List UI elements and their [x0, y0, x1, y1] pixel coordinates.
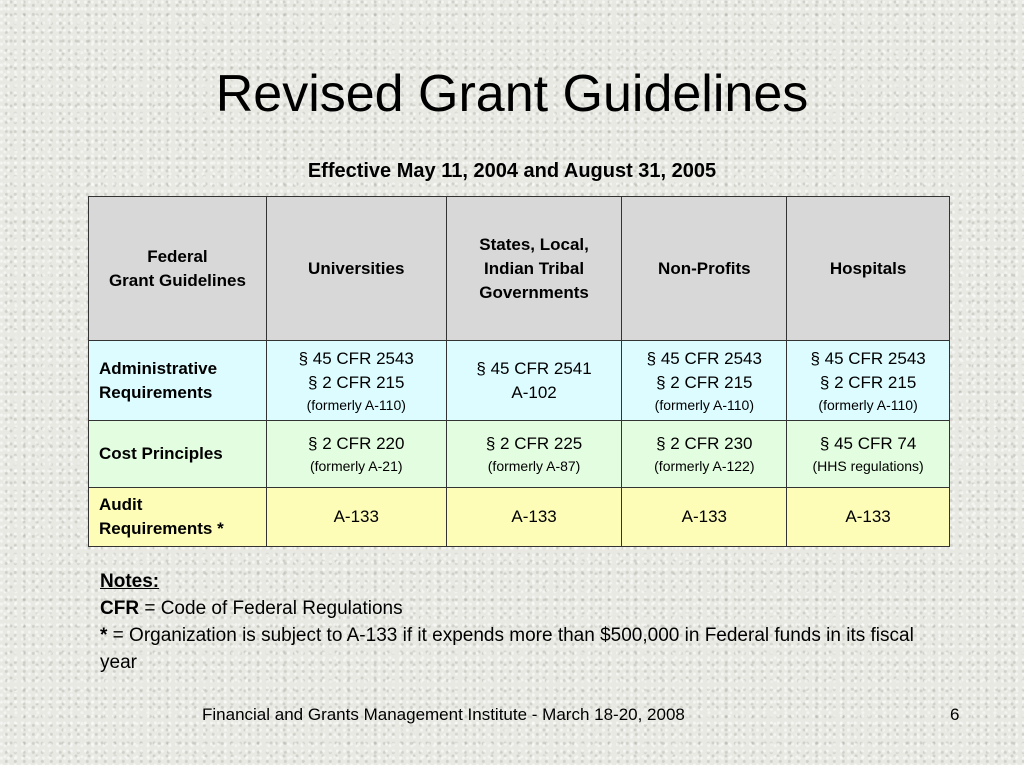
note-asterisk-definition: = Organization is subject to A-133 if it…: [100, 625, 914, 673]
table-header-row: Federal Grant Guidelines Universities St…: [88, 196, 950, 341]
row-label-administrative: Administrative Requirements: [88, 340, 267, 421]
note-asterisk: * = Organization is subject to A-133 if …: [100, 622, 940, 676]
notes-heading: Notes:: [100, 571, 160, 592]
header-cell-non-profits: Non-Profits: [621, 196, 788, 341]
cell-cost-hospitals: § 45 CFR 74 (HHS regulations): [786, 420, 950, 488]
row-label-audit: Audit Requirements *: [88, 487, 267, 547]
header-cell-hospitals: Hospitals: [786, 196, 950, 341]
cell-audit-universities: A-133: [265, 487, 447, 547]
header-cell-universities: Universities: [265, 196, 447, 341]
cell-cost-non-profits: § 2 CFR 230 (formerly A-122): [621, 420, 788, 488]
cell-cost-states: § 2 CFR 225 (formerly A-87): [445, 420, 623, 488]
note-cfr-term: CFR: [100, 598, 140, 619]
cell-cost-universities: § 2 CFR 220 (formerly A-21): [265, 420, 447, 488]
notes-section: Notes: CFR = Code of Federal Regulations…: [100, 568, 940, 676]
note-cfr-definition: = Code of Federal Regulations: [139, 598, 403, 619]
cell-audit-non-profits: A-133: [621, 487, 788, 547]
note-asterisk-term: *: [100, 625, 108, 646]
cell-audit-hospitals: A-133: [786, 487, 950, 547]
row-label-cost-principles: Cost Principles: [88, 420, 267, 488]
cell-admin-universities: § 45 CFR 2543 § 2 CFR 215 (formerly A-11…: [265, 340, 447, 421]
header-cell-states-local-tribal: States, Local, Indian Tribal Governments: [445, 196, 623, 341]
page-number: 6: [950, 705, 960, 724]
header-cell-federal-guidelines: Federal Grant Guidelines: [88, 196, 267, 341]
table-row-cost-principles: Cost Principles § 2 CFR 220 (formerly A-…: [88, 420, 950, 488]
note-cfr: CFR = Code of Federal Regulations: [100, 595, 940, 622]
cell-admin-non-profits: § 45 CFR 2543 § 2 CFR 215 (formerly A-11…: [621, 340, 788, 421]
table-row-administrative: Administrative Requirements § 45 CFR 254…: [88, 340, 950, 421]
slide-subtitle: Effective May 11, 2004 and August 31, 20…: [307, 160, 717, 182]
guidelines-table: Federal Grant Guidelines Universities St…: [88, 196, 950, 547]
table-row-audit: Audit Requirements * A-133 A-133 A-133 A…: [88, 487, 950, 547]
cell-audit-states: A-133: [445, 487, 623, 547]
cell-admin-hospitals: § 45 CFR 2543 § 2 CFR 215 (formerly A-11…: [786, 340, 950, 421]
cell-admin-states: § 45 CFR 2541 A-102: [445, 340, 623, 421]
slide-title: Revised Grant Guidelines: [215, 65, 809, 123]
footer-text: Financial and Grants Management Institut…: [202, 705, 685, 724]
